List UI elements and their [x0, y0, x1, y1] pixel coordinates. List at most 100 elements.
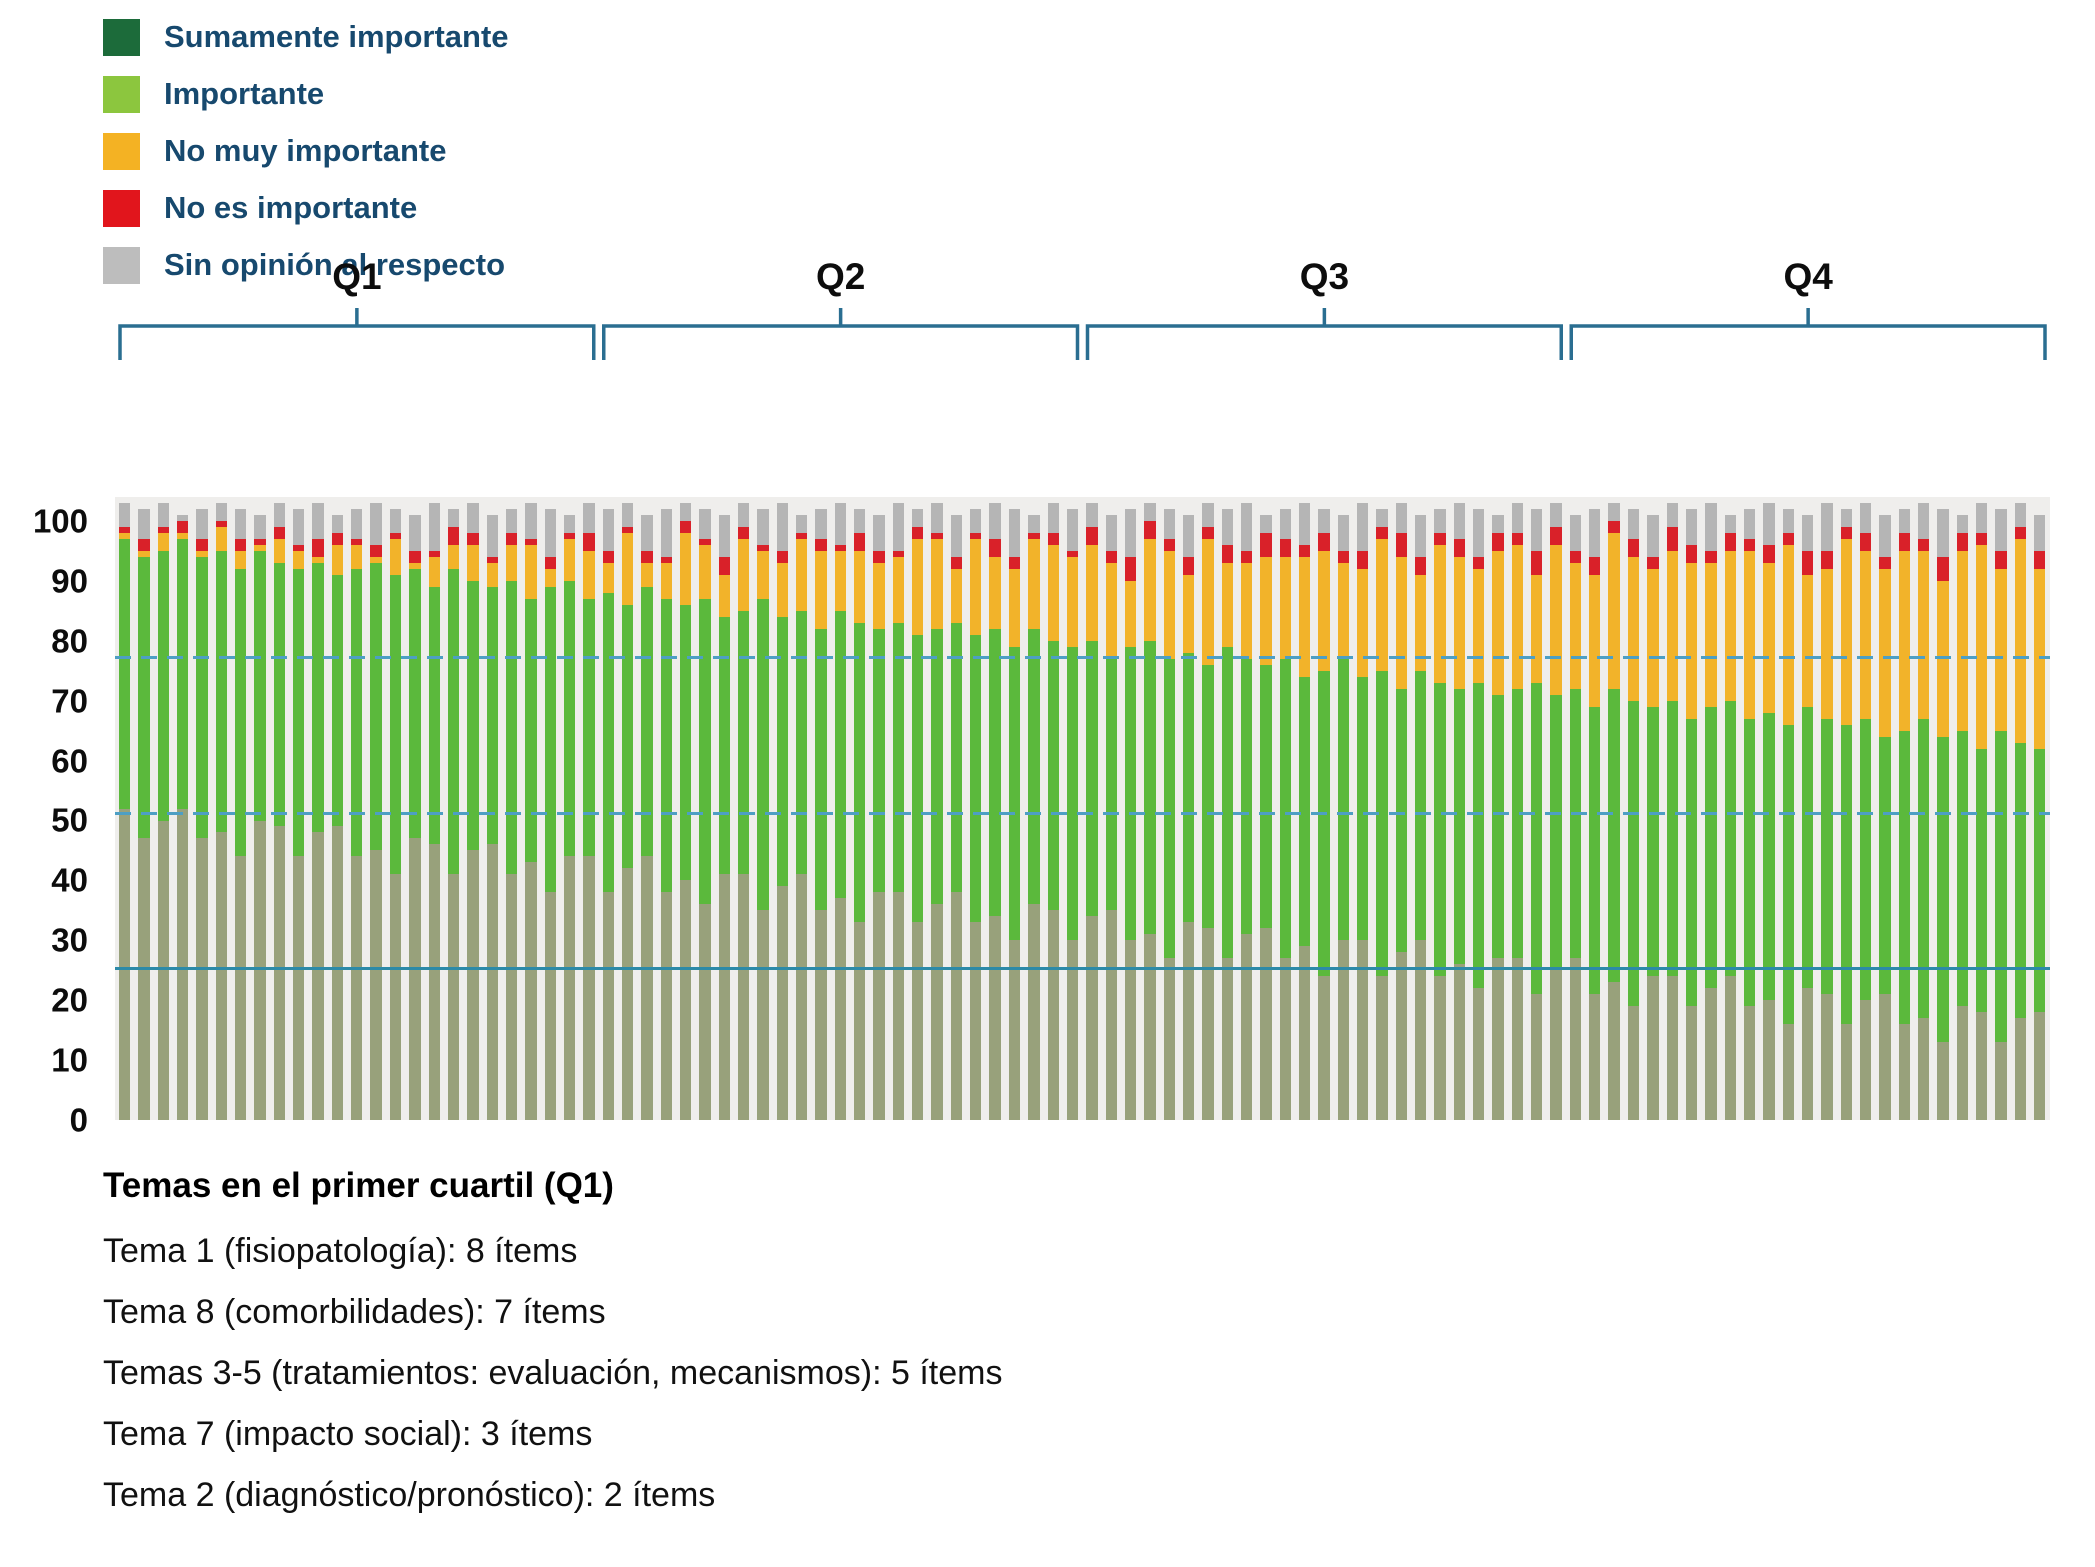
segment-importante	[1705, 706, 1717, 989]
segment-sin-opinion	[699, 509, 711, 539]
segment-sin-opinion	[157, 503, 170, 527]
segment-importante	[621, 604, 634, 869]
stacked-bar	[1724, 515, 1736, 1120]
segment-sumamente-importante	[1376, 976, 1388, 1120]
quartile-bracket	[1569, 308, 2047, 360]
segment-importante	[119, 538, 131, 809]
segment-importante	[177, 538, 189, 809]
segment-no-es-importante	[1163, 538, 1175, 551]
segment-sin-opinion	[505, 509, 518, 533]
segment-no-es-importante	[699, 538, 711, 545]
segment-sumamente-importante	[1589, 994, 1601, 1120]
segment-sumamente-importante	[1086, 916, 1098, 1120]
segment-importante	[757, 598, 769, 911]
segment-sumamente-importante	[2014, 1018, 2027, 1120]
segment-sumamente-importante	[196, 838, 208, 1120]
segment-sumamente-importante	[1666, 976, 1678, 1120]
segment-sumamente-importante	[351, 856, 363, 1120]
legend-item: No es importante	[103, 189, 509, 227]
stacked-bar	[2014, 503, 2027, 1120]
segment-sin-opinion	[1279, 509, 1291, 539]
stacked-bar	[525, 503, 537, 1120]
stacked-bar	[1917, 503, 1930, 1120]
segment-no-es-importante	[1221, 544, 1233, 563]
footnote-item: Tema 8 (comorbilidades): 7 ítems	[103, 1293, 606, 1331]
segment-no-muy-importante	[563, 538, 576, 581]
segment-no-muy-importante	[1937, 580, 1949, 737]
segment-importante	[254, 550, 266, 821]
segment-sumamente-importante	[699, 904, 711, 1120]
stacked-bar	[1086, 503, 1098, 1120]
chart-legend: Sumamente importante Importante No muy imp…	[103, 18, 509, 303]
segment-importante	[679, 604, 692, 881]
stacked-bar	[196, 509, 208, 1120]
segment-sumamente-importante	[1647, 976, 1659, 1120]
y-tick-label: 50	[51, 801, 88, 839]
stacked-bar	[447, 509, 460, 1120]
segment-no-muy-importante	[950, 568, 963, 623]
segment-sin-opinion	[1008, 509, 1021, 557]
quartile-label: Q3	[1299, 256, 1350, 297]
segment-sumamente-importante	[1743, 1006, 1756, 1120]
segment-sin-opinion	[1666, 503, 1678, 527]
segment-importante	[1260, 664, 1272, 929]
segment-no-es-importante	[1240, 550, 1253, 563]
segment-sin-opinion	[196, 509, 208, 539]
segment-no-muy-importante	[1105, 562, 1117, 659]
stacked-bar	[660, 509, 672, 1120]
segment-sin-opinion	[854, 509, 866, 533]
segment-no-es-importante	[1008, 556, 1021, 569]
segment-no-muy-importante	[1434, 544, 1446, 683]
segment-importante	[1724, 700, 1736, 977]
segment-no-muy-importante	[312, 556, 324, 563]
segment-sumamente-importante	[970, 922, 982, 1120]
legend-label: Importante	[164, 76, 325, 111]
segment-no-muy-importante	[1357, 568, 1369, 677]
segment-sumamente-importante	[467, 850, 479, 1120]
segment-sumamente-importante	[1917, 1018, 1930, 1120]
segment-sumamente-importante	[1569, 958, 1582, 1120]
stacked-bar	[1202, 503, 1214, 1120]
segment-no-es-importante	[1705, 550, 1717, 563]
y-tick-label: 90	[51, 562, 88, 600]
stacked-bar	[1105, 515, 1117, 1120]
segment-sin-opinion	[544, 509, 556, 557]
segment-sin-opinion	[1743, 509, 1756, 539]
segment-no-es-importante	[873, 550, 885, 563]
segment-importante	[1395, 688, 1408, 953]
segment-no-muy-importante	[1279, 556, 1291, 659]
segment-importante	[641, 586, 653, 857]
stacked-bar	[293, 509, 305, 1120]
footnote-item: Tema 1 (fisiopatología): 8 ítems	[103, 1232, 578, 1270]
segment-sin-opinion	[293, 509, 305, 545]
segment-sin-opinion	[1473, 509, 1485, 557]
segment-sin-opinion	[119, 503, 131, 527]
segment-no-es-importante	[757, 544, 769, 551]
segment-no-muy-importante	[931, 538, 943, 629]
segment-importante	[1782, 724, 1794, 1025]
segment-no-muy-importante	[1898, 550, 1910, 731]
segment-no-es-importante	[1124, 556, 1137, 581]
segment-sin-opinion	[1066, 509, 1079, 551]
segment-importante	[273, 562, 286, 827]
legend-item: No muy importante	[103, 132, 509, 170]
stacked-bar	[235, 509, 247, 1120]
segment-sin-opinion	[1105, 515, 1117, 551]
stacked-bar	[312, 503, 324, 1120]
segment-sin-opinion	[718, 515, 730, 557]
segment-no-es-importante	[119, 526, 131, 533]
segment-sumamente-importante	[1995, 1042, 2007, 1120]
segment-importante	[2034, 748, 2046, 1013]
segment-no-muy-importante	[428, 556, 440, 587]
segment-importante	[312, 562, 324, 833]
segment-sin-opinion	[776, 503, 789, 551]
segment-no-muy-importante	[1801, 574, 1814, 707]
segment-importante	[505, 580, 518, 875]
segment-sin-opinion	[1724, 515, 1736, 533]
segment-importante	[873, 628, 885, 893]
stacked-bar	[157, 503, 170, 1120]
segment-sumamente-importante	[602, 892, 614, 1120]
segment-sumamente-importante	[331, 826, 344, 1120]
segment-no-es-importante	[1066, 550, 1079, 557]
segment-no-muy-importante	[1318, 550, 1330, 671]
